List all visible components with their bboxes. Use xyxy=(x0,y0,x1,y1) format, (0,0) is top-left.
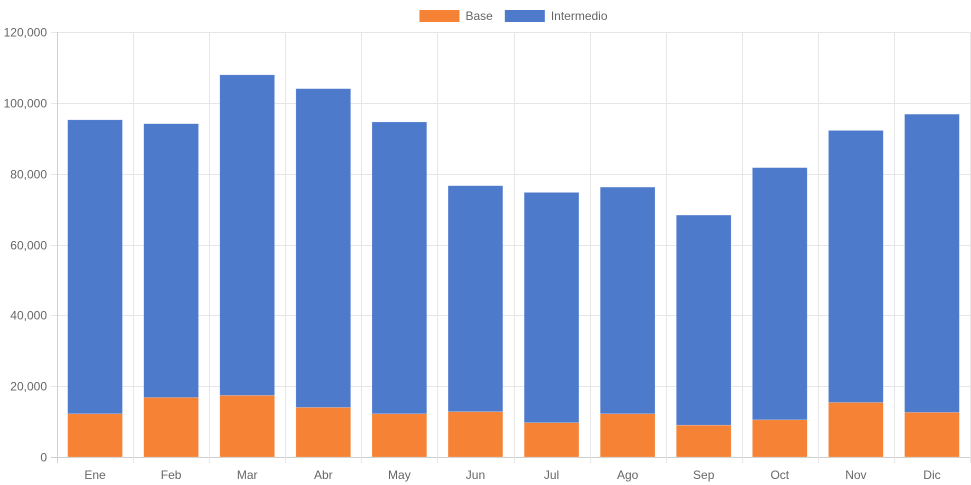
bar-intermedio-ago[interactable] xyxy=(599,186,656,415)
bar-intermedio-dic[interactable] xyxy=(904,113,960,413)
legend-swatch xyxy=(419,10,460,22)
bar-base-feb[interactable] xyxy=(143,397,199,458)
bar-intermedio-may[interactable] xyxy=(371,121,428,415)
bar-base-jun[interactable] xyxy=(447,411,504,458)
bar-intermedio-nov[interactable] xyxy=(828,130,884,403)
grid xyxy=(51,32,971,463)
legend-item-base[interactable]: Base xyxy=(419,9,493,23)
bar-base-ene[interactable] xyxy=(67,413,123,458)
y-tick-label: 100,000 xyxy=(4,97,48,111)
y-tick-label: 0 xyxy=(40,451,47,465)
bar-intermedio-sep[interactable] xyxy=(676,214,732,426)
y-tick-label: 120,000 xyxy=(4,26,48,40)
bar-base-nov[interactable] xyxy=(828,402,884,458)
bar-base-oct[interactable] xyxy=(752,419,808,458)
bar-base-sep[interactable] xyxy=(676,424,732,458)
y-tick-label: 40,000 xyxy=(10,309,47,323)
x-tick-label: Nov xyxy=(845,468,866,482)
x-tick-label: Jun xyxy=(466,468,485,482)
bar-intermedio-feb[interactable] xyxy=(143,123,199,398)
legend: Base Intermedio xyxy=(419,9,608,23)
bar-base-dic[interactable] xyxy=(904,412,960,458)
y-tick-label: 20,000 xyxy=(10,380,47,394)
x-tick-label: Dic xyxy=(923,468,940,482)
legend-item-intermedio[interactable]: Intermedio xyxy=(504,9,608,23)
x-tick-label: Sep xyxy=(693,468,715,482)
bar-base-ago[interactable] xyxy=(599,413,656,458)
bars xyxy=(67,74,960,458)
bar-intermedio-jun[interactable] xyxy=(447,185,504,412)
axes: 0 20,000 40,000 60,000 80,000 100,000 120,000 E… xyxy=(4,26,941,483)
bar-intermedio-ene[interactable] xyxy=(67,119,123,415)
x-tick-label: Jul xyxy=(544,468,559,482)
bar-intermedio-abr[interactable] xyxy=(295,88,351,408)
bar-intermedio-mar[interactable] xyxy=(219,74,275,396)
x-tick-label: Oct xyxy=(770,468,789,482)
legend-swatch xyxy=(504,10,545,22)
x-tick-label: Abr xyxy=(314,468,333,482)
bar-intermedio-jul[interactable] xyxy=(523,192,580,423)
y-tick-label: 80,000 xyxy=(10,168,47,182)
x-tick-label: Ago xyxy=(617,468,639,482)
bar-base-may[interactable] xyxy=(371,413,428,458)
y-tick-label: 60,000 xyxy=(10,239,47,253)
x-tick-label: Feb xyxy=(161,468,182,482)
legend-label: Base xyxy=(465,9,493,23)
bar-base-mar[interactable] xyxy=(219,395,275,458)
bar-base-abr[interactable] xyxy=(295,407,351,458)
x-tick-label: Ene xyxy=(84,468,106,482)
x-tick-label: Mar xyxy=(237,468,258,482)
bar-intermedio-oct[interactable] xyxy=(752,167,808,421)
x-tick-label: May xyxy=(388,468,411,482)
bar-base-jul[interactable] xyxy=(523,422,580,458)
legend-label: Intermedio xyxy=(551,9,608,23)
